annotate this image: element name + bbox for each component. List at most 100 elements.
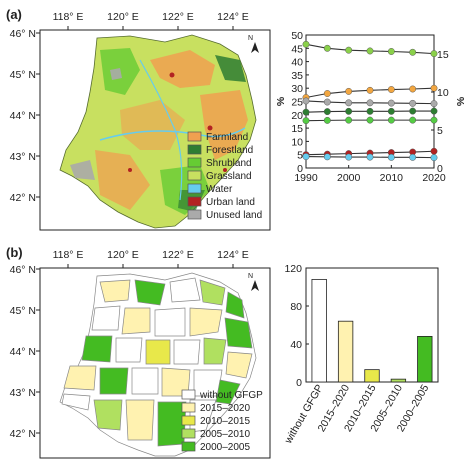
line-point	[366, 47, 374, 55]
y-left-tick-label: 30	[291, 83, 303, 95]
line-point	[430, 100, 438, 108]
panel-b-longitude-labels: 118° E 120° E 122° E 124° E	[53, 249, 249, 261]
legend-a-item-swatch	[187, 209, 202, 220]
y-left-tick-label: 25	[291, 97, 303, 109]
legend-a-item-swatch	[187, 144, 202, 155]
legend-b-item-swatch	[181, 428, 196, 439]
line-point	[366, 86, 374, 94]
line-point	[366, 99, 374, 107]
line-point	[366, 107, 374, 115]
line-point	[302, 97, 310, 105]
y-left-tick-label: 10	[291, 136, 303, 148]
y-left-tick-label: 50	[291, 30, 303, 42]
line-point	[409, 107, 417, 115]
y-left-tick-label: 20	[291, 110, 303, 122]
line-point	[387, 86, 395, 93]
lat-label: 42° N	[10, 428, 36, 440]
line-point	[345, 107, 353, 115]
lat-label: 45° N	[10, 305, 36, 317]
line-point	[409, 48, 417, 56]
legend-a-item-swatch	[187, 131, 202, 142]
lon-label: 124° E	[217, 11, 249, 23]
y-left-tick-label: 40	[291, 57, 303, 69]
lon-label: 122° E	[162, 11, 194, 23]
panel-b-north-arrow-icon: N	[248, 273, 259, 291]
line-point	[409, 153, 417, 161]
panel-b-legend: without GFGP 2015–2020 2010–2015 2005–2010 2…	[181, 389, 263, 453]
legend-a-item-label: Forestland	[206, 145, 253, 156]
lat-label: 45° N	[10, 69, 36, 81]
line-point	[302, 153, 310, 161]
line-point	[430, 84, 438, 92]
legend-b-item-label: 2015–2020	[200, 403, 250, 414]
bar	[417, 335, 433, 383]
y-left-axis-label: %	[275, 96, 287, 106]
legend-b-item-swatch	[181, 389, 196, 400]
line-point	[345, 153, 353, 161]
y-left-tick-label: 5	[297, 150, 303, 162]
y-left-tick-label: 0	[297, 163, 303, 175]
legend-b-item-label: without GFGP	[199, 390, 263, 401]
line-point	[345, 46, 353, 54]
lat-label: 46° N	[10, 264, 36, 276]
line-point	[409, 99, 417, 107]
line-point	[345, 99, 353, 107]
lat-label: 42° N	[10, 192, 36, 204]
panel-a-legend: Farmland Forestland Shrubland Grassland Wate…	[187, 131, 262, 221]
line-point	[387, 116, 395, 124]
bar-y-tick-label: 40	[290, 339, 302, 351]
panel-a-latitude-labels: 46° N 45° N 44° N 43° N 42° N	[10, 28, 36, 204]
lat-label: 43° N	[10, 151, 36, 163]
bar-category-label: without GFGP	[282, 383, 326, 447]
panel-b-latitude-labels: 46° N 45° N 44° N 43° N 42° N	[10, 264, 36, 440]
line-point	[409, 85, 417, 93]
legend-b-item-swatch	[181, 402, 196, 413]
legend-a-item-swatch	[187, 170, 202, 181]
panel-b-subbasin-map	[59, 272, 257, 457]
svg-text:N: N	[248, 273, 253, 280]
panel-a-longitude-labels: 118° E 120° E 122° E 124° E	[53, 11, 249, 23]
y-right-axis-label: %	[455, 96, 467, 106]
legend-a-item-swatch	[187, 157, 202, 168]
line-point	[302, 108, 310, 116]
legend-b-item-label: 2005–2010	[200, 429, 250, 440]
legend-b-item-label: 2010–2015	[200, 416, 250, 427]
line-point	[430, 154, 438, 162]
line-point	[302, 117, 310, 125]
line-point	[366, 116, 374, 124]
lon-label: 124° E	[217, 249, 249, 261]
legend-a-item-label: Grassland	[206, 171, 252, 182]
panel-b-label: (b)	[6, 245, 23, 260]
line-point	[430, 107, 438, 115]
legend-a-item-label: Water	[206, 184, 233, 195]
line-point	[366, 153, 374, 161]
y-left-tick-label: 15	[291, 123, 303, 135]
lat-label: 44° N	[10, 346, 36, 358]
line-point	[430, 50, 438, 58]
panel-a-land-use-map	[59, 34, 257, 229]
legend-a-item-label: Farmland	[206, 132, 248, 143]
y-right-tick-label: 15	[437, 49, 449, 61]
bar	[390, 378, 407, 383]
line-point	[409, 116, 417, 124]
panel-b-frame-ticks	[36, 264, 234, 434]
lat-label: 46° N	[10, 28, 36, 40]
legend-a-item-label: Shrubland	[206, 158, 252, 169]
bar-y-tick-label: 0	[296, 377, 302, 389]
svg-text:N: N	[248, 35, 253, 42]
line-point	[323, 153, 331, 161]
lon-label: 120° E	[107, 249, 139, 261]
legend-a-item-swatch	[187, 183, 202, 194]
x-tick-label: 2000	[337, 172, 361, 184]
panel-a-label: (a)	[6, 7, 22, 22]
legend-a-item-label: Unused land	[206, 210, 262, 221]
y-right-tick-label: 0	[437, 163, 443, 175]
line-point	[387, 153, 395, 161]
legend-b-item-swatch	[181, 441, 196, 452]
lon-label: 118° E	[53, 249, 84, 261]
bar	[337, 320, 354, 383]
x-tick-label: 2020	[422, 172, 446, 184]
line-point	[302, 40, 310, 48]
